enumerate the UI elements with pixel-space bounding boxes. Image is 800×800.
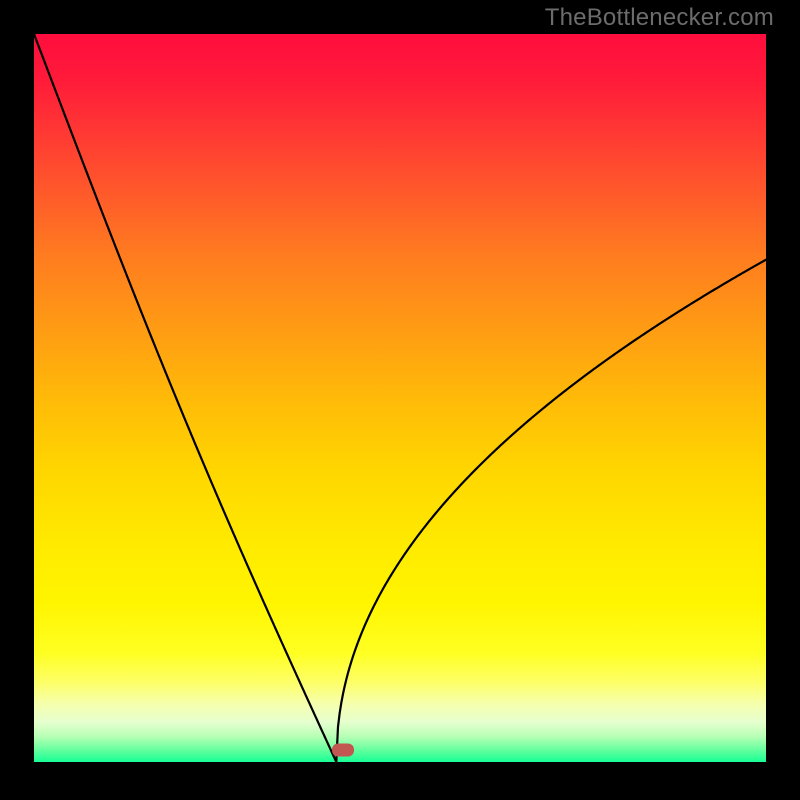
watermark-text: TheBottlenecker.com [545,4,774,32]
optimum-marker [332,744,354,757]
bottleneck-curve [34,34,766,762]
plot-area [34,34,766,762]
chart-frame: TheBottlenecker.com [0,0,800,800]
